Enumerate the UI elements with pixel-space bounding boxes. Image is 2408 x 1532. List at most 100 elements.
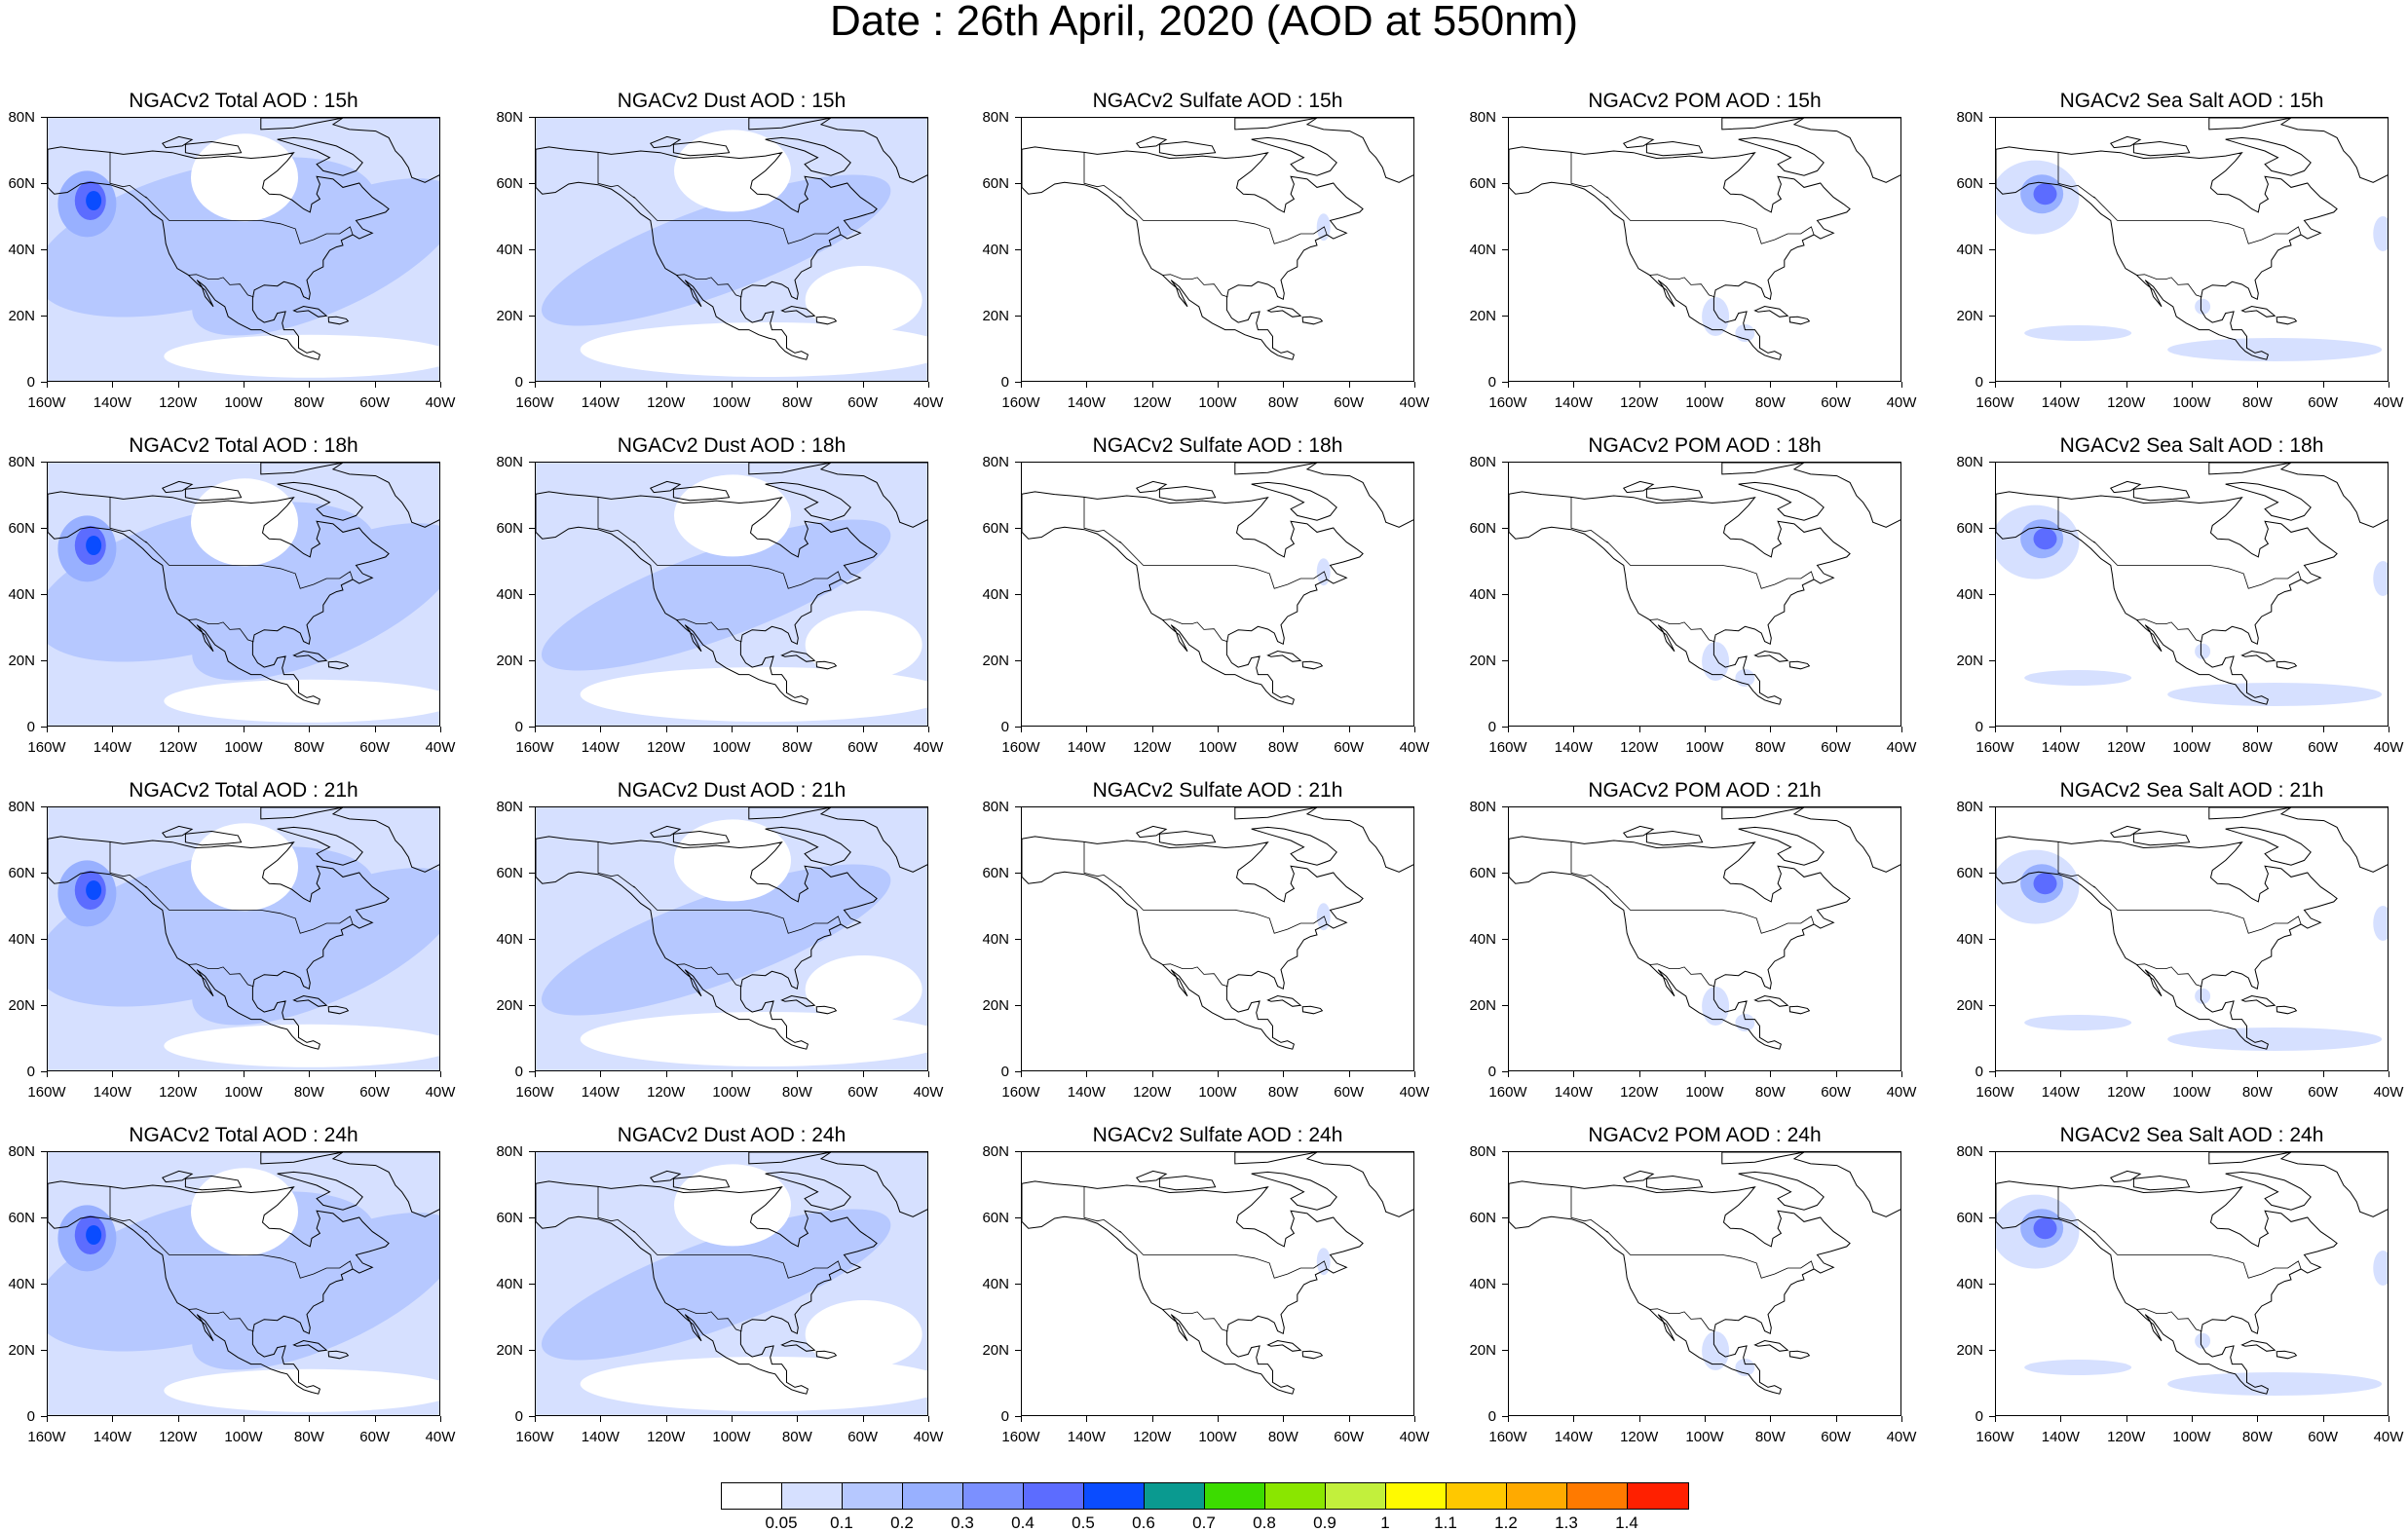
aod-clear-region xyxy=(191,133,298,222)
longitude-tick-label: 40W xyxy=(2373,394,2404,411)
banks-island-coast xyxy=(650,1170,682,1183)
longitude-tick-mark xyxy=(309,382,311,388)
longitude-tick-mark xyxy=(309,1071,311,1077)
map-plot-area xyxy=(1995,462,2389,727)
latitude-tick-mark xyxy=(1502,1217,1508,1218)
latitude-tick-label: 20N xyxy=(496,1342,523,1359)
latitude-tick-mark xyxy=(41,382,47,383)
hispaniola-coast xyxy=(815,316,838,325)
longitude-tick-mark xyxy=(600,382,602,388)
latitude-tick-mark xyxy=(1015,1217,1021,1218)
panel-title: NGACv2 POM AOD : 15h xyxy=(1588,90,1822,112)
latitude-tick-label: 60N xyxy=(496,865,523,881)
longitude-tick-mark xyxy=(112,1071,114,1077)
longitude-tick-label: 60W xyxy=(2308,1429,2339,1445)
longitude-tick-label: 140W xyxy=(93,1084,132,1101)
aod-map xyxy=(48,807,439,1070)
coastline xyxy=(1022,491,1364,705)
longitude-tick-mark xyxy=(112,382,114,388)
ellesmere-island-coast xyxy=(748,807,832,820)
latitude-tick-mark xyxy=(529,594,535,595)
longitude-tick-mark xyxy=(732,382,733,388)
colorbar-swatch xyxy=(1024,1483,1084,1509)
latitude-tick-label: 80N xyxy=(496,1143,523,1160)
greenland-coast xyxy=(1792,1152,1900,1217)
coastline xyxy=(48,146,390,360)
longitude-tick-label: 40W xyxy=(1399,739,1430,756)
longitude-tick-mark xyxy=(732,1071,733,1077)
colorbar-swatch xyxy=(963,1483,1024,1509)
aod-clear-region xyxy=(805,1300,922,1368)
longitude-tick-label: 40W xyxy=(1399,1429,1430,1445)
latitude-tick-mark xyxy=(1015,462,1021,463)
longitude-tick-mark xyxy=(1218,382,1219,388)
latitude-tick-mark xyxy=(41,316,47,317)
latitude-tick-mark xyxy=(41,462,47,463)
longitude-tick-label: 40W xyxy=(1886,394,1917,411)
aod-map xyxy=(536,118,927,381)
greenland-coast xyxy=(1792,463,1900,528)
longitude-tick-label: 160W xyxy=(1975,1429,2014,1445)
latitude-tick-mark xyxy=(1015,873,1021,874)
longitude-tick-label: 100W xyxy=(1198,739,1237,756)
longitude-tick-mark xyxy=(1151,1071,1153,1077)
longitude-tick-label: 120W xyxy=(1620,739,1659,756)
colorbar-label: 1.1 xyxy=(1434,1513,1457,1532)
victoria-island-coast xyxy=(672,140,731,157)
longitude-tick-mark xyxy=(1414,727,1415,732)
cuba-coast xyxy=(1753,994,1789,1007)
banks-island-coast xyxy=(650,480,682,494)
longitude-tick-label: 60W xyxy=(847,394,879,411)
victoria-island-coast xyxy=(2132,485,2191,502)
greenland-coast xyxy=(1305,807,1413,873)
hispaniola-coast xyxy=(1788,316,1811,325)
latitude-tick-label: 40N xyxy=(1469,586,1496,603)
longitude-tick-mark xyxy=(1573,1071,1575,1077)
latitude-tick-label: 40N xyxy=(982,586,1009,603)
aod-seasalt-patch xyxy=(2195,1332,2211,1349)
us-canada-border xyxy=(1570,497,1815,589)
longitude-tick-mark xyxy=(47,382,48,388)
latitude-tick-label: 40N xyxy=(496,1276,523,1292)
greenland-coast xyxy=(819,1152,927,1217)
panel-title: NGACv2 Total AOD : 18h xyxy=(129,434,358,457)
longitude-tick-label: 80W xyxy=(293,739,324,756)
latitude-tick-mark xyxy=(41,1416,47,1417)
latitude-tick-label: 40N xyxy=(8,931,35,948)
latitude-tick-mark xyxy=(1989,1284,1995,1285)
latitude-tick-label: 20N xyxy=(982,653,1009,669)
latitude-tick-label: 0 xyxy=(26,719,35,735)
longitude-tick-label: 120W xyxy=(1133,739,1172,756)
colorbar-label: 0.6 xyxy=(1132,1513,1155,1532)
map-plot-area xyxy=(1508,1151,1901,1416)
greenland-coast xyxy=(331,118,439,183)
latitude-tick-label: 20N xyxy=(8,1342,35,1359)
us-mexico-border xyxy=(676,963,742,988)
longitude-tick-label: 120W xyxy=(647,1429,686,1445)
cuba-coast xyxy=(1753,305,1789,318)
greenland-coast xyxy=(1792,118,1900,183)
coastline xyxy=(1996,836,2338,1050)
longitude-tick-mark xyxy=(1995,382,1996,388)
longitude-tick-mark xyxy=(1283,1416,1285,1422)
longitude-tick-label: 60W xyxy=(1821,1429,1852,1445)
map-plot-area xyxy=(47,806,440,1071)
longitude-tick-label: 80W xyxy=(293,394,324,411)
figure-title: Date : 26th April, 2020 (AOD at 550nm) xyxy=(830,0,1578,45)
hispaniola-coast xyxy=(815,660,838,670)
latitude-tick-mark xyxy=(1502,183,1508,184)
colorbar-swatch xyxy=(722,1483,782,1509)
panel-title: NGACv2 Sulfate AOD : 15h xyxy=(1092,90,1343,112)
longitude-tick-label: 100W xyxy=(224,1429,263,1445)
aod-clear-region xyxy=(191,823,298,912)
longitude-tick-mark xyxy=(374,1071,376,1077)
latitude-tick-mark xyxy=(529,462,535,463)
aod-seasalt-band xyxy=(2024,325,2132,341)
longitude-tick-label: 140W xyxy=(2041,739,2080,756)
panel-title: NGACv2 Sea Salt AOD : 15h xyxy=(2059,90,2324,112)
greenland-coast xyxy=(2279,1152,2388,1217)
longitude-tick-label: 40W xyxy=(1886,739,1917,756)
us-canada-border xyxy=(1083,497,1328,589)
hispaniola-coast xyxy=(1301,316,1324,325)
map-panel-dust-18h: NGACv2 Dust AOD : 18h 80N 60N 40N 20N 0 160W 14… xyxy=(496,435,943,756)
